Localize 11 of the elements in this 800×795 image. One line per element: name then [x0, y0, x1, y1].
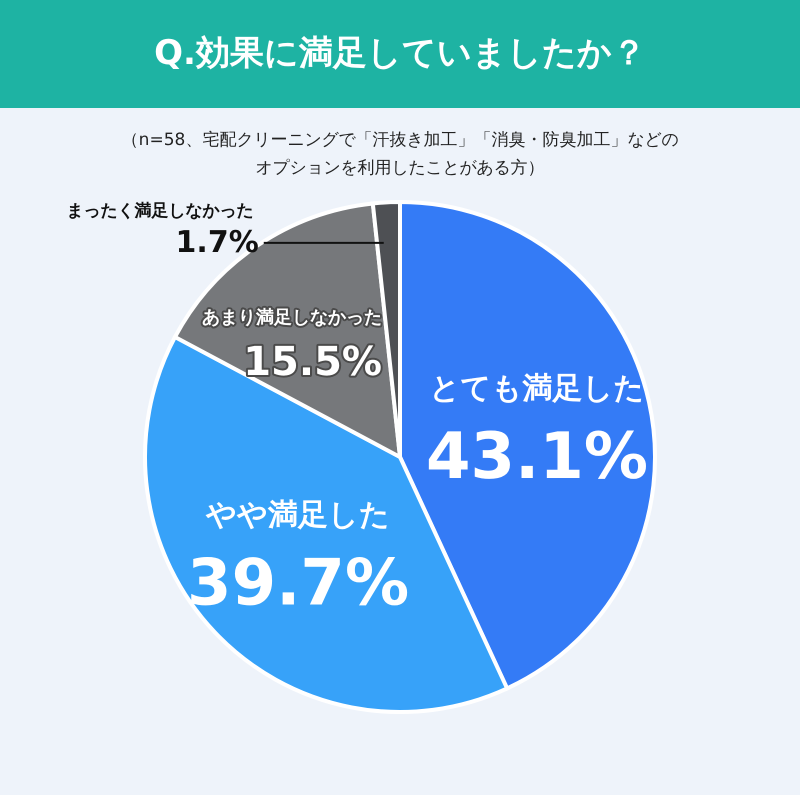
data-label: 43.1% — [426, 420, 648, 494]
slice-label: とても満足した — [429, 370, 644, 406]
data-label: 1.7% — [176, 224, 259, 260]
text: オプションを利用したことがある方） — [256, 158, 544, 178]
slice-label: まったく満足しなかった — [66, 200, 254, 221]
text: （n=58、宅配クリーニングで「汗抜き加工」「消臭・防臭加工」などの — [122, 130, 678, 150]
data-label: 39.7% — [187, 546, 410, 620]
slice-label: やや満足した — [205, 497, 390, 532]
chart-title: Q.効果に満足していましたか？ — [154, 33, 646, 73]
data-label: 15.5% — [243, 338, 382, 385]
slice-label: あまり満足しなかった — [202, 306, 382, 328]
